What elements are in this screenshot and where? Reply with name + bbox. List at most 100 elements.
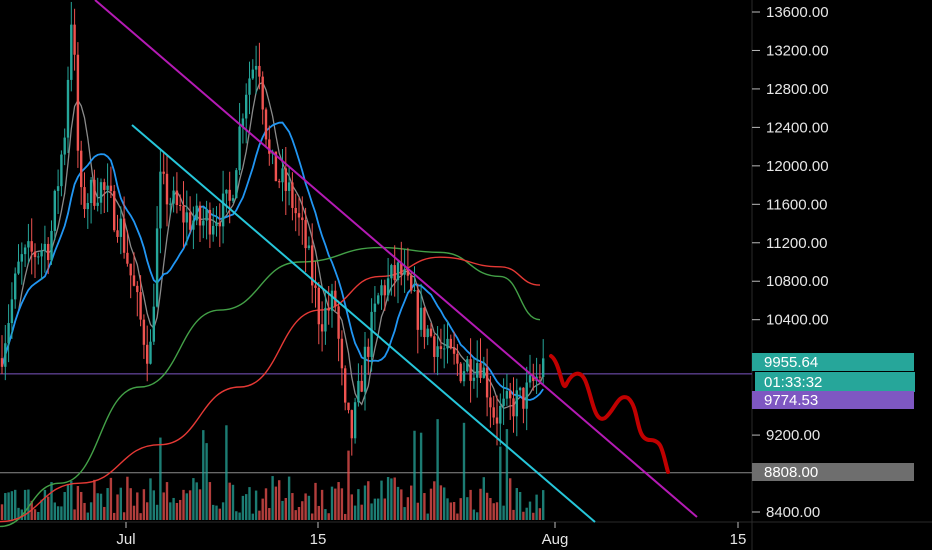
candle-body [518,387,522,391]
volume-bar [495,502,499,520]
volume-bar [103,506,106,520]
volume-bar [518,491,522,520]
volume-bar [403,507,406,520]
volume-bar [347,450,350,520]
candle-body [4,343,7,367]
x-tick-label: 15 [310,531,327,548]
candle-body [23,247,27,255]
candle-body [429,328,433,337]
volume-bar [132,505,136,520]
candle-body [126,252,129,264]
volume-bar [479,488,482,520]
volume-bar [436,419,439,520]
candle-body [542,358,545,377]
volume-bar [377,498,380,520]
candle-body [20,254,23,262]
volume-bar [334,488,337,520]
volume-bar [406,497,410,520]
candle-body [439,346,443,350]
volume-bar [109,477,113,520]
candle-body [14,273,17,300]
candle-body [185,212,188,223]
candle-body [522,387,525,409]
candle-body [165,173,169,205]
volume-bar [122,512,126,520]
volume-bar [129,488,132,520]
volume-bar [505,429,509,520]
candle-body [175,190,179,206]
candle-body [360,380,363,392]
candle-body [70,24,73,80]
candle-body [370,311,373,357]
candle-body [406,269,410,276]
candle-body [129,263,132,276]
volume-bar [528,501,532,520]
volume-bar [248,487,251,520]
volume-bar [393,477,396,520]
candle-body [380,285,383,296]
candle-body [347,402,350,411]
y-tick-label: 9200.00 [766,427,820,444]
candle-body [482,367,485,378]
volume-bar [218,508,221,520]
candle-body [353,402,357,439]
volume-bar [357,489,360,520]
ma-long-line [0,256,541,523]
candle-body [291,182,294,208]
volume-bar [146,502,149,520]
volume-bar [113,512,116,520]
volume-bar [116,494,119,520]
candle-body [377,295,380,304]
candle-body [106,185,109,190]
volume-bar [291,493,294,520]
price-tag-label-3: 8808.00 [764,464,818,481]
volume-bar [492,503,495,520]
candle-body [235,170,238,199]
candle-body [40,250,43,257]
price-tag-2 [752,391,914,409]
volume-bar [169,502,172,520]
volume-bar [40,499,43,520]
volume-bar [245,494,248,520]
volume-bar [416,502,419,520]
y-tick-label: 10400.00 [766,312,829,329]
candle-body [205,209,208,221]
volume-bar [221,502,225,520]
candle-body [162,171,165,174]
candle-body [63,137,66,155]
volume-bar [443,487,446,520]
ma-mid-line [1,121,544,401]
candle-body [159,171,162,229]
candle-body [238,126,241,171]
volume-bar [175,502,179,520]
volume-bar [532,512,535,520]
volume-bar [446,498,449,520]
volume-bar [485,492,489,520]
volume-bar [268,508,271,520]
candle-body [99,182,103,203]
volume-bar [17,507,20,520]
candle-body [228,189,231,201]
candle-body [146,344,149,364]
volume-bar [360,504,363,520]
volume-bar [27,489,30,520]
candle-body [452,347,456,354]
candle-body [218,222,221,227]
candle-body [363,346,367,392]
candle-body [172,190,175,204]
candle-body [50,230,53,261]
candle-body [472,377,476,381]
candlesticks [0,1,545,456]
channel-upper-line [131,124,596,523]
volume-bar [410,485,413,520]
volume-bar [307,495,311,520]
candle-body [86,202,89,210]
volume-bar [60,506,63,520]
candle-body [492,407,495,418]
candle-body [436,346,439,357]
candle-body [337,306,340,339]
volume-bar [165,482,169,520]
volume-bar [499,446,502,520]
volume-bar [80,491,83,520]
